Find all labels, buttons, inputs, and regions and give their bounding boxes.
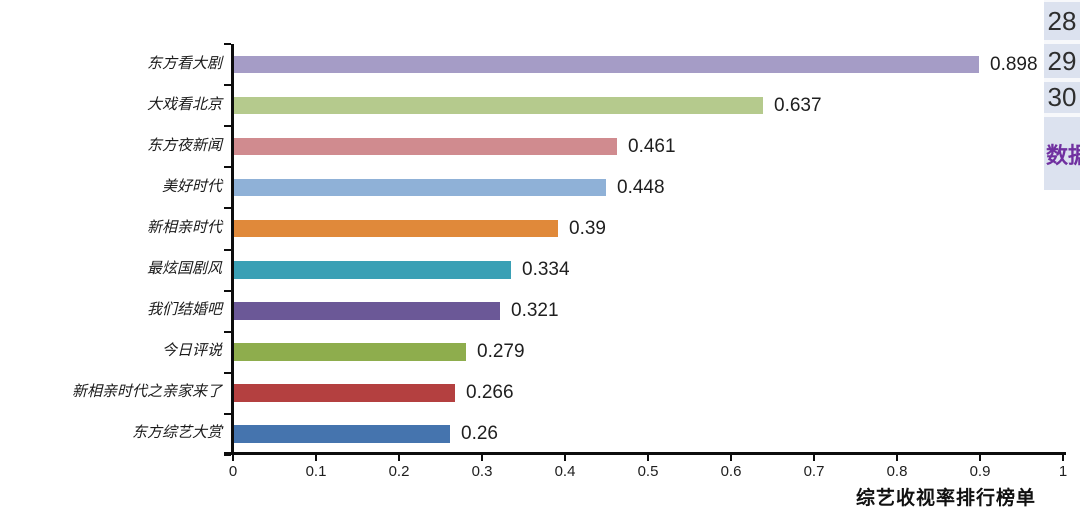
value-label: 0.266 xyxy=(466,382,514,404)
spreadsheet-data-cell[interactable]: 数据 xyxy=(1044,117,1080,190)
data-bar xyxy=(234,55,979,73)
y-axis xyxy=(231,44,234,455)
x-axis-tick-label: 0 xyxy=(228,463,238,480)
category-label: 东方夜新闻 xyxy=(146,137,222,154)
spreadsheet-fragment: 28 29 30 数据 xyxy=(1044,0,1080,190)
data-bar xyxy=(234,425,450,443)
x-axis-tick-label: 0.6 xyxy=(720,463,742,480)
data-bar xyxy=(234,343,466,361)
value-label: 0.334 xyxy=(522,259,570,280)
x-axis-title: 综艺收视率排行榜单 xyxy=(855,488,1037,509)
category-label: 东方综艺大赏 xyxy=(131,425,222,442)
x-axis-tick xyxy=(398,455,400,461)
y-axis-tick xyxy=(224,43,231,45)
x-axis-tick xyxy=(564,455,566,461)
value-label: 0.637 xyxy=(774,94,822,116)
x-axis-tick xyxy=(481,455,483,461)
spreadsheet-row-number[interactable]: 30 xyxy=(1044,82,1080,113)
data-bar xyxy=(234,384,455,402)
x-axis-tick xyxy=(647,455,649,461)
x-axis-tick-label: 0.4 xyxy=(554,463,576,480)
data-bar xyxy=(234,302,500,320)
value-label: 0.448 xyxy=(617,176,665,198)
category-label: 大戏看北京 xyxy=(146,96,222,113)
y-axis-tick xyxy=(224,331,231,333)
value-label: 0.461 xyxy=(628,135,676,157)
data-bar xyxy=(234,137,617,156)
y-axis-tick xyxy=(224,166,231,168)
x-axis-tick-label: 0.7 xyxy=(803,463,825,480)
x-axis-tick xyxy=(979,455,981,461)
x-axis-tick xyxy=(1062,455,1064,461)
x-axis-tick-label: 0.5 xyxy=(637,463,659,480)
x-axis-tick-label: 0.8 xyxy=(886,463,908,480)
data-bar xyxy=(234,178,606,197)
value-label: 0.321 xyxy=(511,300,559,322)
x-axis-tick-label: 0.9 xyxy=(969,463,991,480)
spreadsheet-row-number[interactable]: 28 xyxy=(1044,2,1080,40)
data-bar xyxy=(234,219,558,238)
x-axis-tick-label: 0.1 xyxy=(305,463,327,480)
data-bar xyxy=(234,261,511,279)
data-bar xyxy=(234,96,763,115)
x-axis-tick xyxy=(315,455,317,461)
x-axis-tick-label: 1 xyxy=(1058,463,1068,480)
value-label: 0.898 xyxy=(990,53,1038,75)
category-label: 东方看大剧 xyxy=(146,55,222,72)
x-axis-tick xyxy=(813,455,815,461)
y-axis-tick xyxy=(224,290,231,292)
spreadsheet-row-number[interactable]: 29 xyxy=(1044,44,1080,78)
x-axis xyxy=(224,452,1066,455)
x-axis-tick xyxy=(896,455,898,461)
y-axis-tick xyxy=(224,125,231,127)
value-label: 0.279 xyxy=(477,341,525,363)
y-axis-tick xyxy=(224,413,231,415)
category-label: 新相亲时代 xyxy=(146,219,222,236)
category-label: 今日评说 xyxy=(161,343,222,360)
category-label: 新相亲时代之亲家来了 xyxy=(71,384,222,401)
y-axis-tick xyxy=(224,84,231,86)
x-axis-tick-label: 0.3 xyxy=(471,463,493,480)
y-axis-tick xyxy=(224,454,231,456)
x-axis-tick xyxy=(730,455,732,461)
value-label: 0.39 xyxy=(569,217,606,239)
value-label: 0.26 xyxy=(461,423,498,445)
category-label: 我们结婚吧 xyxy=(146,302,222,319)
y-axis-tick xyxy=(224,249,231,251)
x-axis-tick xyxy=(232,455,234,461)
y-axis-tick xyxy=(224,372,231,374)
category-label: 美好时代 xyxy=(161,178,222,195)
y-axis-tick xyxy=(224,207,231,209)
x-axis-tick-label: 0.2 xyxy=(388,463,410,480)
category-label: 最炫国剧风 xyxy=(146,261,222,277)
